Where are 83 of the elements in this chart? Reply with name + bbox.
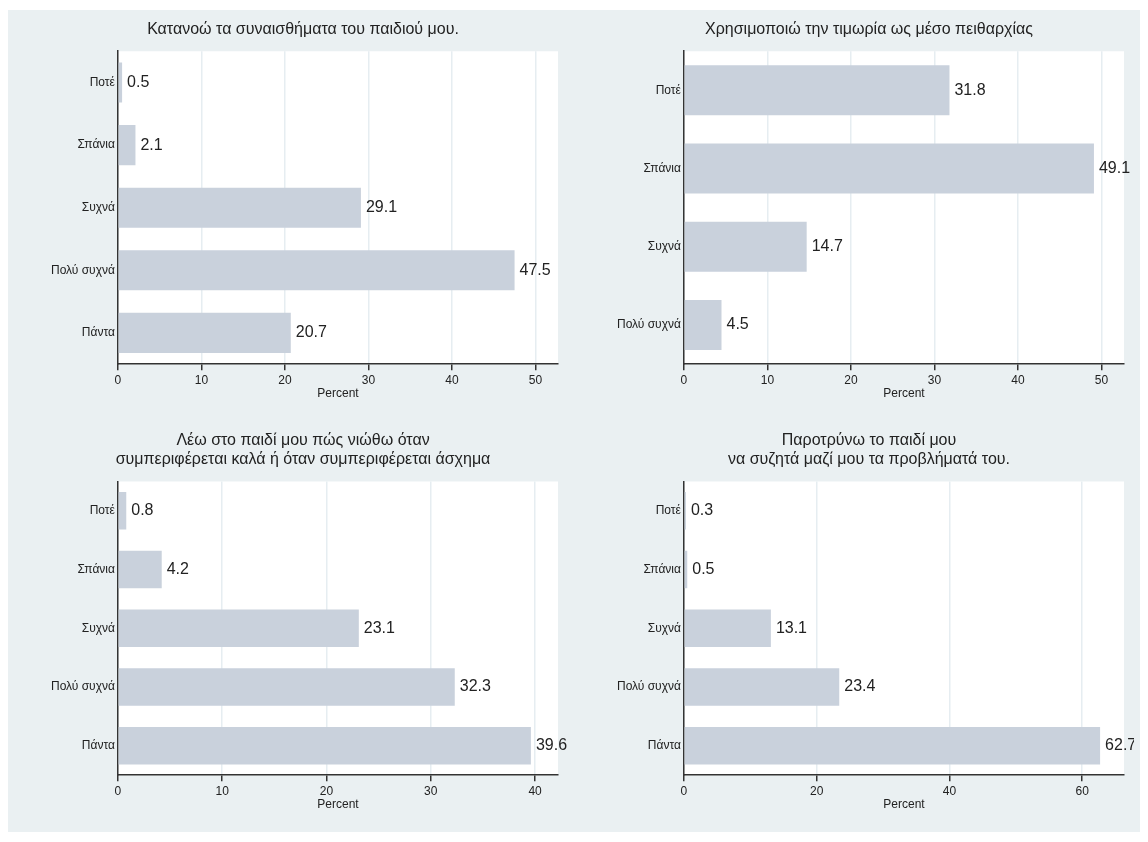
bar bbox=[684, 300, 722, 351]
data-label: 4.2 bbox=[166, 559, 190, 577]
x-axis-title: Percent bbox=[317, 386, 360, 401]
x-tick-label: 20 bbox=[844, 372, 858, 387]
y-tick-label: Ποτέ bbox=[655, 82, 682, 97]
bar bbox=[118, 312, 291, 353]
y-tick-label: Ποτέ bbox=[655, 503, 682, 518]
data-label: 13.1 bbox=[775, 618, 808, 636]
y-tick-label: Συχνά bbox=[81, 620, 115, 635]
bar bbox=[118, 668, 455, 706]
bar bbox=[684, 143, 1094, 194]
data-label: 20.7 bbox=[295, 323, 328, 341]
y-tick-label: Πάντα bbox=[81, 738, 115, 753]
y-tick-label: Σπάνια bbox=[643, 561, 681, 576]
y-tick-label: Σπάνια bbox=[77, 137, 115, 152]
data-label: 0.5 bbox=[127, 72, 150, 90]
bar bbox=[684, 65, 950, 116]
x-tick-label: 0 bbox=[114, 783, 122, 798]
data-label: 23.4 bbox=[844, 677, 876, 695]
data-label: 2.1 bbox=[140, 135, 163, 153]
x-tick-label: 60 bbox=[1075, 783, 1090, 798]
x-axis-title: Percent bbox=[883, 386, 926, 401]
bar bbox=[118, 609, 359, 648]
bar bbox=[684, 727, 1101, 765]
y-tick-label: Συχνά bbox=[647, 620, 681, 635]
data-label: 29.1 bbox=[365, 198, 398, 216]
x-tick-label: 40 bbox=[1011, 372, 1025, 387]
bar bbox=[118, 250, 515, 291]
y-tick-label: Πολύ συχνά bbox=[616, 679, 681, 694]
bar bbox=[684, 221, 807, 272]
data-label: 47.5 bbox=[519, 260, 551, 278]
y-tick-label: Σπάνια bbox=[77, 561, 115, 576]
chart-title: Κατανοώ τα συναισθήματα του παιδιού μου. bbox=[147, 20, 459, 38]
x-tick-label: 50 bbox=[1094, 372, 1109, 387]
data-label: 0.5 bbox=[692, 559, 715, 577]
y-tick-label: Συχνά bbox=[647, 239, 681, 254]
y-tick-label: Πολύ συχνά bbox=[50, 679, 115, 694]
x-tick-label: 40 bbox=[445, 372, 459, 387]
y-tick-label: Ποτέ bbox=[89, 503, 116, 518]
data-label: 14.7 bbox=[811, 237, 843, 255]
bar bbox=[118, 62, 123, 103]
bar bbox=[118, 187, 361, 228]
bar bbox=[118, 727, 531, 765]
data-label: 0.3 bbox=[690, 501, 714, 519]
x-axis-title: Percent bbox=[883, 797, 926, 812]
bar bbox=[118, 550, 162, 589]
x-axis-title: Percent bbox=[317, 797, 360, 812]
data-label: 0.8 bbox=[131, 501, 154, 519]
data-label: 23.1 bbox=[363, 618, 396, 636]
x-tick-label: 40 bbox=[942, 783, 957, 798]
x-tick-label: 10 bbox=[194, 372, 209, 387]
bar bbox=[118, 125, 136, 166]
data-label: 32.3 bbox=[459, 677, 491, 695]
data-label: 39.6 bbox=[535, 736, 568, 754]
x-tick-label: 20 bbox=[278, 372, 292, 387]
chart-title: Λέω στο παιδί μου πώς νιώθω όταν συμπεριφέρεται καλά ή όταν συμπεριφέρεται άσχημα bbox=[115, 431, 491, 468]
x-tick-label: 10 bbox=[760, 372, 775, 387]
bar bbox=[118, 491, 127, 530]
chart-title: Χρησιμοποιώ την τιμωρία ως μέσο πειθαρχίας bbox=[705, 20, 1034, 38]
x-tick-label: 0 bbox=[680, 372, 688, 387]
bar bbox=[684, 668, 840, 706]
x-tick-label: 0 bbox=[114, 372, 122, 387]
data-label: 31.8 bbox=[954, 80, 986, 98]
x-tick-label: 50 bbox=[528, 372, 543, 387]
x-tick-label: 20 bbox=[319, 783, 334, 798]
x-tick-label: 40 bbox=[528, 783, 543, 798]
chart-title: Παροτρύνω το παιδί μου να συζητά μαζί μου τα προβλήματά του. bbox=[728, 431, 1010, 469]
x-tick-label: 10 bbox=[215, 783, 230, 798]
y-tick-label: Σπάνια bbox=[643, 160, 681, 175]
y-tick-label: Πάντα bbox=[647, 738, 681, 753]
x-tick-label: 0 bbox=[680, 783, 688, 798]
y-tick-label: Πολύ συχνά bbox=[50, 262, 115, 277]
bar bbox=[684, 609, 771, 648]
y-tick-label: Συχνά bbox=[81, 200, 115, 215]
x-tick-label: 30 bbox=[361, 372, 376, 387]
x-tick-label: 20 bbox=[810, 783, 824, 798]
y-tick-label: Πολύ συχνά bbox=[616, 317, 681, 332]
x-tick-label: 30 bbox=[927, 372, 942, 387]
data-label: 49.1 bbox=[1098, 158, 1131, 176]
data-label: 4.5 bbox=[726, 315, 749, 333]
x-tick-label: 30 bbox=[424, 783, 438, 798]
y-tick-label: Πάντα bbox=[81, 325, 115, 340]
y-tick-label: Ποτέ bbox=[89, 74, 116, 89]
